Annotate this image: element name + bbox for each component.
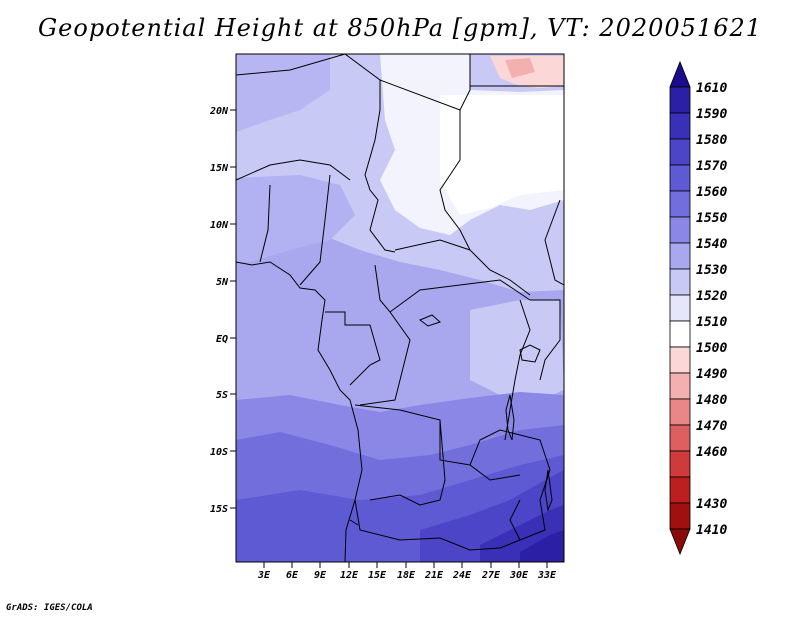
- border-car-chad: [394, 239, 471, 251]
- colorbar-label-1590: 1590: [696, 107, 727, 122]
- border-chad-sudan: [439, 110, 531, 296]
- border-namibia: [354, 499, 521, 551]
- lon-label-18e: 18E: [397, 570, 416, 581]
- lat-label-15s: 15S: [210, 504, 228, 515]
- lon-label-27e: 27E: [481, 570, 501, 581]
- border-libya: [379, 54, 471, 111]
- lat-label-eq: EQ: [216, 334, 228, 345]
- map-title: Geopotential Height at 850hPa [gpm], VT:…: [38, 14, 762, 42]
- lat-label-15n: 15N: [210, 163, 229, 174]
- colorbar-label-1520: 1520: [696, 289, 727, 304]
- lat-label-20n: 20N: [209, 106, 229, 117]
- border-malawi: [509, 499, 546, 541]
- colorbar-label-1540: 1540: [696, 237, 727, 252]
- colorbar-segment-7: [669, 242, 691, 270]
- lon-label-3e: 3E: [257, 570, 271, 581]
- colorbar-segment-8: [669, 268, 691, 296]
- colorbar-label-1530: 1530: [696, 263, 727, 278]
- border-angola-zambia: [369, 419, 446, 506]
- colorbar-label-1580: 1580: [696, 133, 727, 148]
- grads-credit: GrADS: IGES/COLA: [6, 603, 93, 613]
- lon-axis: 3E 6E 9E 12E 15E 18E 21E 24E 27E 30E 33E: [257, 562, 557, 581]
- colorbar-segment-13: [669, 398, 691, 426]
- colorbar-label-1610: 1610: [696, 81, 727, 96]
- colorbar-segment-2: [669, 112, 691, 140]
- field-patch-nw: [236, 54, 330, 132]
- lat-label-10s: 10S: [210, 447, 228, 458]
- lat-label-5s: 5S: [216, 390, 228, 401]
- lon-label-33e: 33E: [537, 570, 557, 581]
- lon-label-9e: 9E: [314, 570, 327, 581]
- colorbar-label-1560: 1560: [696, 185, 727, 200]
- lat-label-5n: 5N: [216, 277, 229, 288]
- colorbar-label-1460: 1460: [696, 445, 727, 460]
- colorbar-segment-10: [669, 320, 691, 348]
- height-field: [236, 54, 564, 562]
- border-congo-drc: [359, 311, 411, 406]
- colorbar-label-1500: 1500: [696, 341, 727, 356]
- colorbar-segment-1: [669, 86, 691, 114]
- border-benin: [259, 184, 271, 263]
- colorbar-segment-5: [669, 190, 691, 218]
- border-niger-nigeria: [236, 159, 351, 181]
- colorbar-segment-15: [669, 450, 691, 478]
- lat-label-10n: 10N: [210, 220, 229, 231]
- lon-label-15e: 15E: [368, 570, 387, 581]
- river-mark: [349, 519, 359, 526]
- border-angola-drc: [354, 404, 521, 481]
- colorbar-label-1480: 1480: [696, 393, 727, 408]
- colorbar-segment-16: [669, 476, 691, 504]
- colorbar-label-1570: 1570: [696, 159, 727, 174]
- coastline: [236, 261, 363, 562]
- field-band-1610: [520, 530, 564, 562]
- colorbar-segment-14: [669, 424, 691, 452]
- border-uganda-kenya: [530, 299, 561, 381]
- field-patch-1500: [505, 58, 535, 78]
- lake-victoria: [519, 344, 541, 363]
- colorbar-label-1490: 1490: [696, 367, 727, 382]
- border-nigeria-cameroon: [299, 174, 331, 286]
- colorbar-segment-9: [669, 294, 691, 322]
- border-car-south: [374, 264, 531, 313]
- lon-label-6e: 6E: [286, 570, 299, 581]
- colorbar-label-1410: 1410: [696, 523, 727, 538]
- border-zambia-tanzania: [469, 429, 551, 501]
- lon-label-12e: 12E: [340, 570, 359, 581]
- colorbar-segment-3: [669, 138, 691, 166]
- border-sudan-ethiopia: [544, 199, 564, 286]
- country-borders: [236, 54, 564, 562]
- colorbar-cap-top: [669, 60, 691, 88]
- border-chad-niger: [344, 54, 396, 253]
- lat-axis: 20N 15N 10N 5N EQ 5S 10S 15S: [209, 106, 236, 515]
- colorbar-segment-17: [669, 502, 691, 530]
- colorbar-label-1510: 1510: [696, 315, 727, 330]
- lake-small: [419, 314, 441, 327]
- border-gabon-congo: [325, 311, 381, 386]
- colorbar-segment-4: [669, 164, 691, 192]
- border-nw: [236, 54, 346, 76]
- colorbar-segment-6: [669, 216, 691, 244]
- border-drc-east: [504, 299, 531, 441]
- lake-malawi: [544, 469, 553, 512]
- colorbar: 1610 1590 1580 1570 1560 1550 1540 1530 …: [669, 60, 727, 556]
- colorbar-segment-11: [669, 346, 691, 374]
- colorbar-label-1470: 1470: [696, 419, 727, 434]
- colorbar-label-1430: 1430: [696, 497, 727, 512]
- colorbar-label-1550: 1550: [696, 211, 727, 226]
- map-frame: [235, 53, 565, 563]
- lon-label-21e: 21E: [424, 570, 444, 581]
- lon-label-30e: 30E: [509, 570, 529, 581]
- lake-tanganyika: [505, 394, 515, 441]
- field-region-white: [440, 95, 564, 215]
- field-patch-east: [470, 300, 564, 400]
- lon-label-24e: 24E: [452, 570, 472, 581]
- colorbar-cap-bottom: [669, 528, 691, 556]
- colorbar-segment-12: [669, 372, 691, 400]
